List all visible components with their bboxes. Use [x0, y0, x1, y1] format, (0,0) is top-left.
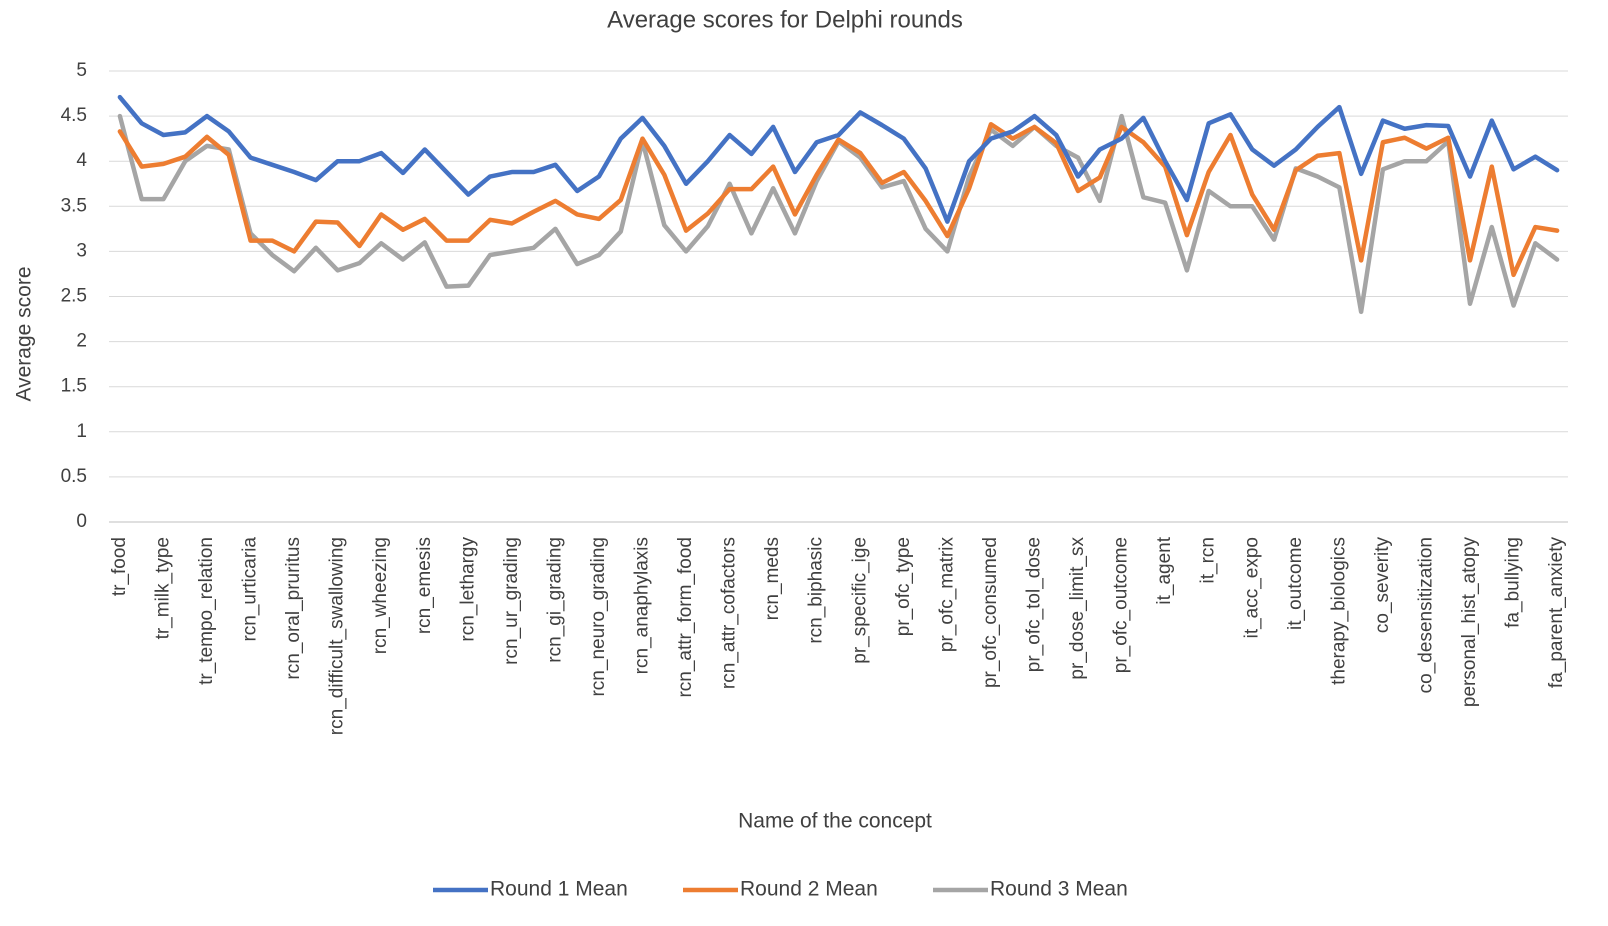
y-tick-label: 2 — [76, 331, 87, 352]
x-tick-label: pr_specific_ige — [849, 537, 870, 664]
x-tick-label: it_agent — [1154, 536, 1175, 604]
x-tick-label: rcn_lethargy — [457, 537, 478, 642]
y-tick-label: 1 — [76, 421, 87, 442]
x-tick-label: pr_ofc_type — [893, 537, 914, 636]
x-tick-label: therapy_biologics — [1328, 537, 1349, 685]
x-tick-label: pr_ofc_outcome — [1111, 537, 1132, 673]
y-tick-label: 3.5 — [61, 195, 87, 216]
x-tick-label: rcn_oral_pruritus — [283, 537, 304, 680]
x-tick-label: pr_ofc_tol_dose — [1024, 537, 1045, 672]
x-tick-label: tr_tempo_relation — [196, 537, 217, 685]
y-axis-title: Average score — [13, 266, 36, 401]
y-tick-label: 4 — [76, 150, 87, 171]
x-tick-label: pr_dose_limit_sx — [1067, 537, 1088, 680]
y-tick-label: 0.5 — [61, 466, 87, 487]
x-tick-label: fa_bullying — [1503, 537, 1524, 628]
x-tick-label: tr_food — [109, 537, 130, 596]
chart-title: Average scores for Delphi rounds — [607, 6, 963, 33]
y-tick-label: 2.5 — [61, 286, 87, 307]
x-tick-label: rcn_difficult_swallowing — [327, 537, 348, 735]
y-tick-label: 5 — [76, 60, 87, 81]
x-tick-label: rcn_attr_form_food — [675, 537, 696, 698]
x-axis-title: Name of the concept — [738, 810, 932, 833]
x-tick-label: rcn_urticaria — [240, 537, 261, 642]
x-tick-label: it_rcn — [1198, 537, 1219, 583]
line-series — [117, 121, 1560, 278]
x-tick-label: rcn_ur_grading — [501, 537, 522, 665]
y-tick-label: 0 — [76, 511, 87, 532]
x-tick-label: rcn_emesis — [414, 537, 435, 634]
x-tick-label: it_acc_expo — [1241, 537, 1262, 638]
x-tick-label: rcn_attr_cofactors — [719, 537, 740, 689]
x-tick-label: tr_milk_type — [152, 537, 173, 639]
x-tick-label: rcn_neuro_grading — [588, 537, 609, 697]
x-tick-label: co_severity — [1372, 537, 1393, 634]
x-tick-label: rcn_anaphylaxis — [632, 537, 653, 674]
line-series — [117, 113, 1560, 315]
x-tick-label: personal_hist_atopy — [1459, 537, 1480, 708]
legend-label: Round 3 Mean — [990, 878, 1128, 901]
y-tick-label: 4.5 — [61, 105, 87, 126]
x-tick-label: rcn_meds — [762, 537, 783, 620]
x-tick-label: it_outcome — [1285, 537, 1306, 630]
legend-label: Round 1 Mean — [490, 878, 628, 901]
x-tick-label: rcn_gi_grading — [544, 537, 565, 663]
line-series — [117, 94, 1560, 224]
legend-label: Round 2 Mean — [740, 878, 878, 901]
x-tick-label: rcn_biphasic — [806, 537, 827, 644]
x-tick-label: fa_parent_anxiety — [1546, 537, 1567, 689]
x-tick-label: pr_ofc_consumed — [980, 537, 1001, 688]
x-tick-label: co_desensitization — [1415, 537, 1436, 693]
x-tick-label: rcn_wheezing — [370, 537, 391, 654]
y-tick-label: 1.5 — [61, 376, 87, 397]
x-tick-label: pr_ofc_matrix — [936, 537, 957, 653]
y-tick-label: 3 — [76, 240, 87, 261]
